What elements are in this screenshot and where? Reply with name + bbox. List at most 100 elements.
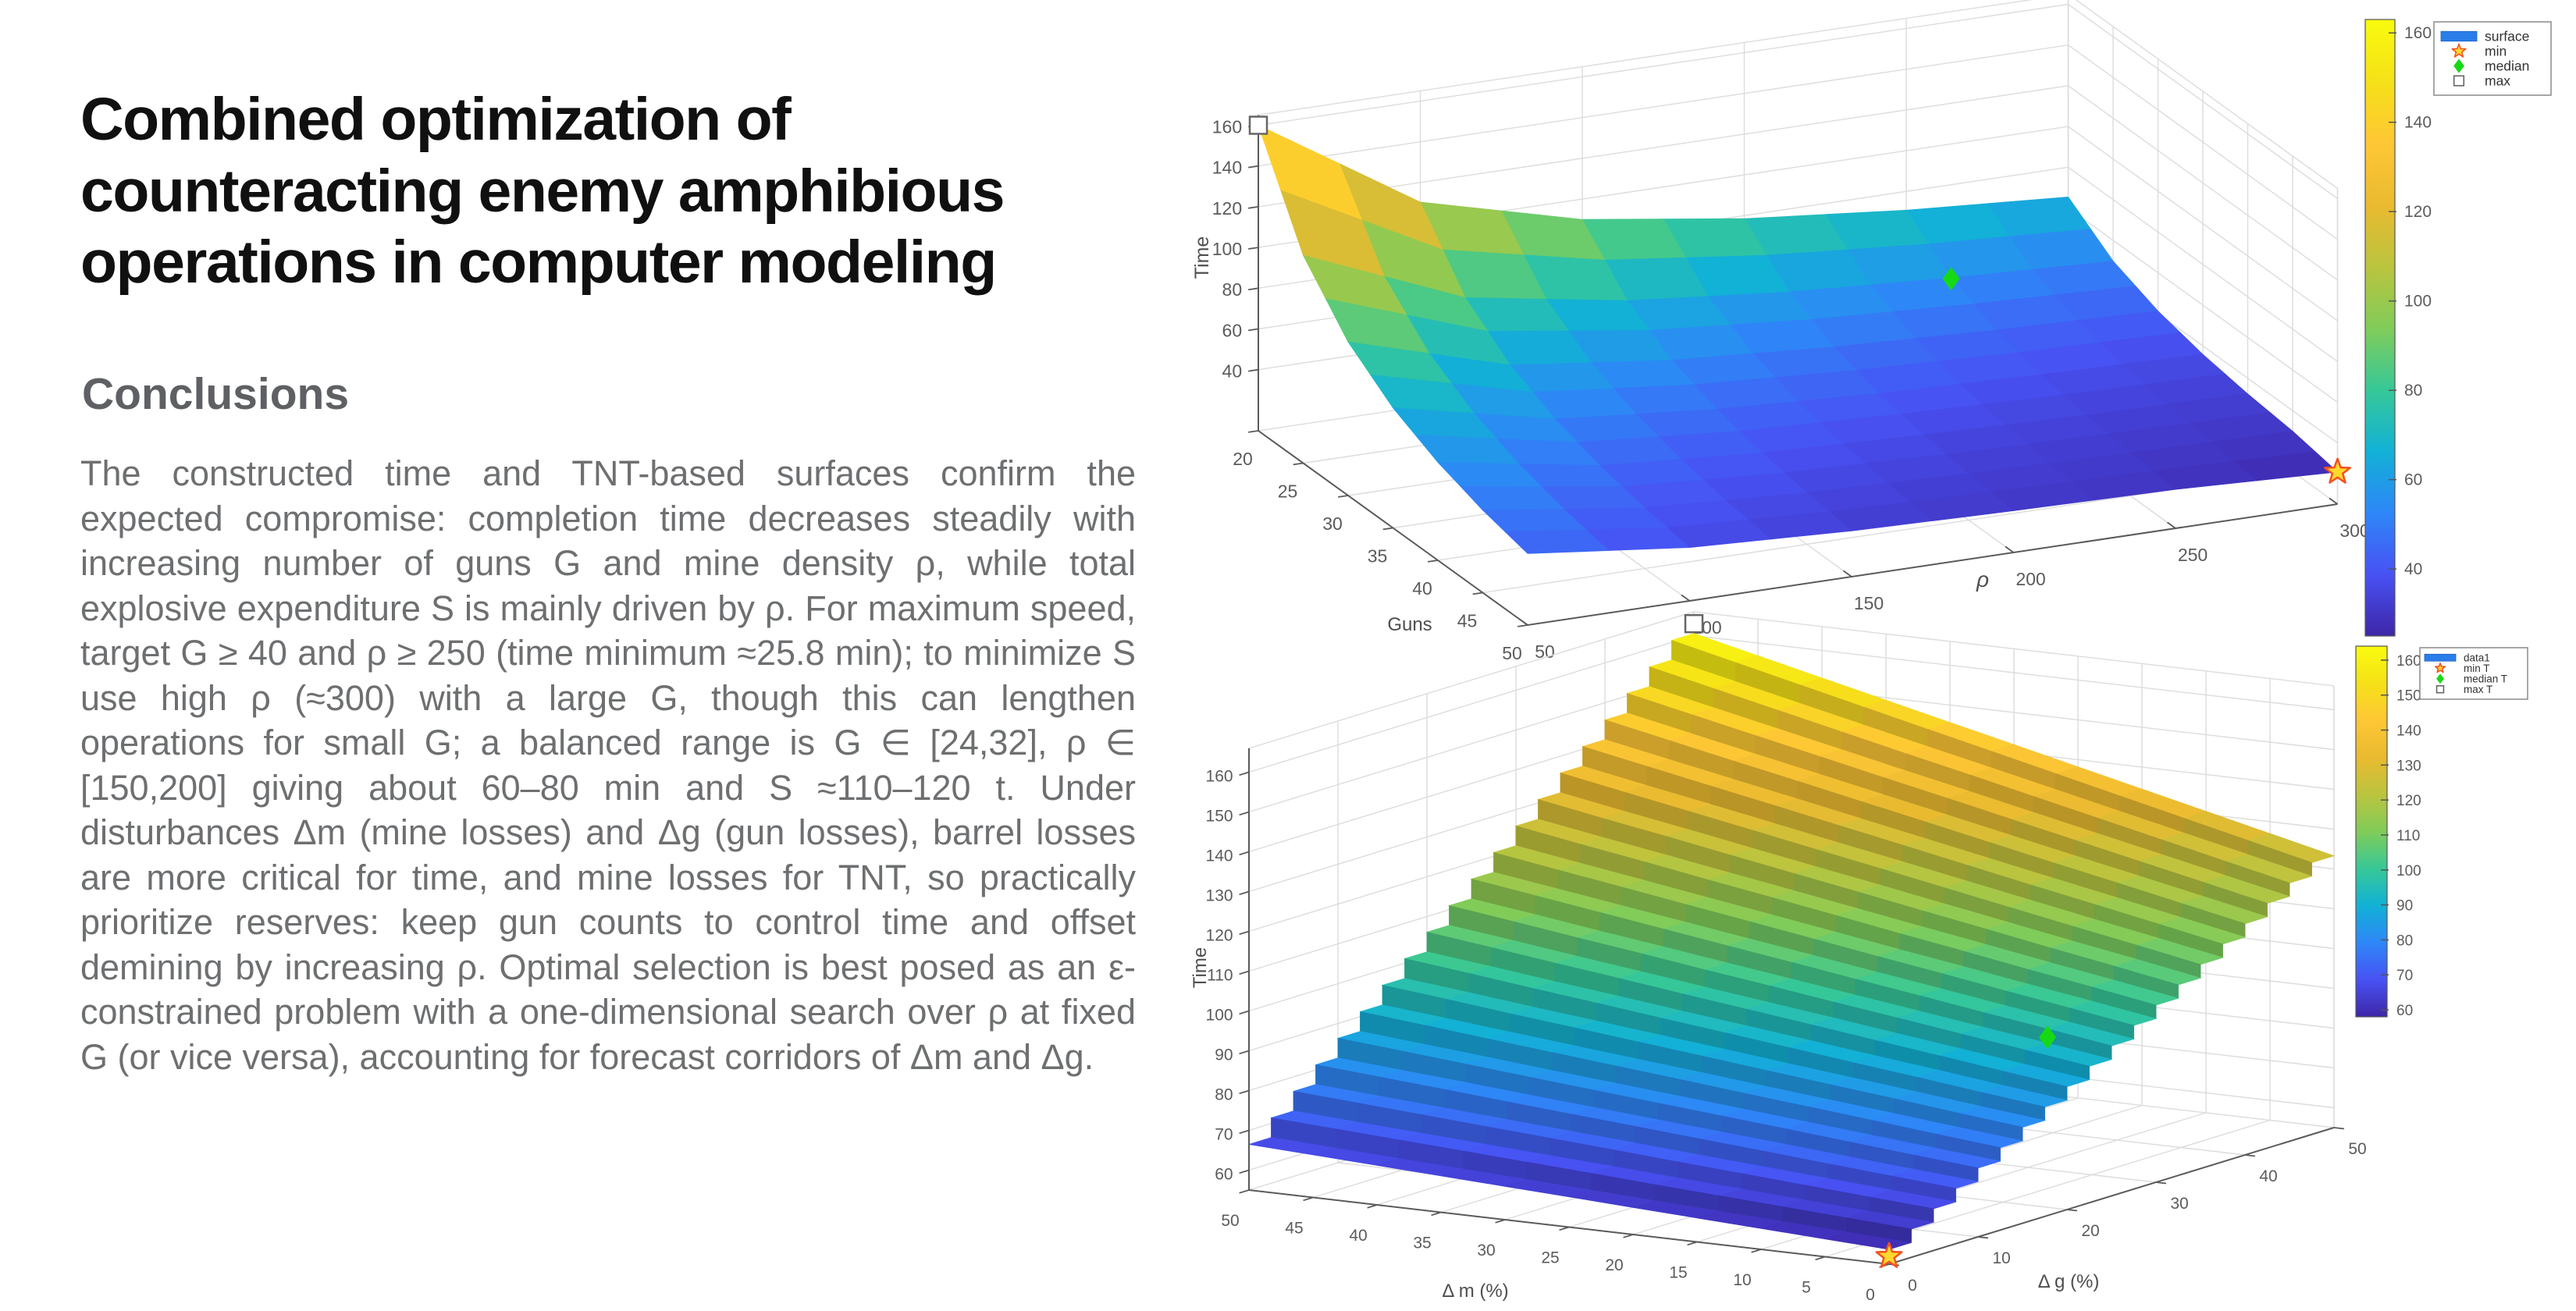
svg-text:15: 15 xyxy=(1669,1264,1687,1282)
svg-text:35: 35 xyxy=(1368,546,1388,567)
svg-text:40: 40 xyxy=(2404,560,2422,578)
svg-text:70: 70 xyxy=(2396,968,2413,984)
svg-text:median T: median T xyxy=(2464,673,2507,684)
svg-text:160: 160 xyxy=(2404,24,2432,42)
bottom-surface xyxy=(1248,633,2336,1250)
svg-text:40: 40 xyxy=(1222,361,1243,382)
svg-text:60: 60 xyxy=(2396,1003,2413,1019)
svg-text:median: median xyxy=(2485,59,2529,74)
svg-text:150: 150 xyxy=(1854,593,1884,613)
svg-text:10: 10 xyxy=(1992,1249,2010,1267)
svg-text:20: 20 xyxy=(2081,1222,2099,1240)
svg-text:50: 50 xyxy=(2348,1140,2366,1158)
svg-text:80: 80 xyxy=(1215,1085,1233,1103)
svg-text:140: 140 xyxy=(1212,158,1242,178)
bottom-legend-square-icon xyxy=(2435,684,2445,694)
svg-text:10: 10 xyxy=(1733,1271,1751,1289)
svg-text:0: 0 xyxy=(1866,1286,1875,1304)
svg-text:30: 30 xyxy=(1477,1242,1495,1259)
svg-text:max T: max T xyxy=(2464,684,2492,695)
svg-text:140: 140 xyxy=(1206,847,1233,865)
svg-text:100: 100 xyxy=(1206,1006,1233,1024)
svg-text:120: 120 xyxy=(1206,926,1233,944)
svg-text:25: 25 xyxy=(1541,1249,1559,1267)
svg-text:120: 120 xyxy=(2396,793,2421,809)
svg-text:140: 140 xyxy=(2396,723,2421,740)
svg-text:160: 160 xyxy=(1212,116,1242,137)
bottom-markers xyxy=(1684,613,2056,1268)
svg-text:70: 70 xyxy=(1215,1125,1233,1143)
svg-text:60: 60 xyxy=(1222,320,1243,340)
bottom-square-marker xyxy=(1684,613,1704,634)
svg-text:20: 20 xyxy=(1605,1256,1623,1274)
bottom-star-marker xyxy=(1875,1242,1903,1268)
svg-text:50: 50 xyxy=(1221,1212,1239,1230)
top-legend-patch-icon xyxy=(2440,30,2478,42)
svg-text:80: 80 xyxy=(2404,382,2422,400)
svg-text:Δ m (%): Δ m (%) xyxy=(1442,1281,1508,1302)
svg-text:200: 200 xyxy=(2016,569,2045,589)
top-chart: 40 60 80 100 120 140 160 20 25 30 35 40 45 50 50 100 150… xyxy=(1191,0,2552,663)
top-diamond-marker xyxy=(1942,267,1960,291)
svg-text:Guns: Guns xyxy=(1387,614,1432,635)
svg-text:Time: Time xyxy=(1191,236,1213,279)
svg-text:120: 120 xyxy=(2404,203,2432,221)
top-legend-star-icon xyxy=(2451,43,2467,58)
top-star-marker xyxy=(2324,457,2351,484)
bottom-diamond-marker xyxy=(2039,1025,2056,1050)
svg-text:surface: surface xyxy=(2485,29,2529,44)
svg-text:150: 150 xyxy=(1206,807,1233,825)
title-line-3: operations in computer modeling xyxy=(80,229,997,297)
svg-text:90: 90 xyxy=(1215,1046,1233,1064)
svg-text:max: max xyxy=(2485,73,2510,89)
svg-text:160: 160 xyxy=(1206,767,1233,785)
svg-text:150: 150 xyxy=(2396,688,2421,705)
svg-text:45: 45 xyxy=(1285,1220,1303,1238)
svg-text:80: 80 xyxy=(2396,933,2413,949)
svg-text:90: 90 xyxy=(2396,898,2413,915)
svg-text:80: 80 xyxy=(1222,279,1243,300)
svg-text:5: 5 xyxy=(1802,1279,1811,1297)
svg-text:Δ g (%): Δ g (%) xyxy=(2038,1271,2100,1292)
svg-text:60: 60 xyxy=(1215,1165,1233,1183)
svg-text:data1: data1 xyxy=(2464,652,2490,663)
page-title: Combined optimization of counteracting e… xyxy=(80,84,1158,299)
top-colorbar: 40 60 80 100 120 140 160 xyxy=(2364,19,2432,637)
svg-text:100: 100 xyxy=(1212,239,1242,259)
top-square-marker xyxy=(1248,115,1268,135)
svg-text:100: 100 xyxy=(2396,863,2421,879)
svg-text:110: 110 xyxy=(1207,966,1233,984)
svg-text:30: 30 xyxy=(2170,1195,2188,1213)
svg-text:50: 50 xyxy=(1502,643,1522,663)
svg-text:min: min xyxy=(2485,44,2507,59)
svg-text:25: 25 xyxy=(1278,481,1298,502)
bottom-colorbar: 60 70 80 90 100 110 120 130 140 150 160 xyxy=(2355,645,2421,1019)
svg-text:60: 60 xyxy=(2404,471,2422,489)
svg-text:0: 0 xyxy=(1908,1277,1917,1295)
svg-text:100: 100 xyxy=(2404,293,2432,311)
top-legend-diamond-icon xyxy=(2453,59,2464,73)
svg-text:30: 30 xyxy=(1322,513,1343,534)
svg-text:45: 45 xyxy=(1457,611,1478,631)
title-line-1: Combined optimization of xyxy=(80,86,792,153)
svg-text:Time: Time xyxy=(1190,947,1211,988)
bottom-legend-diamond-icon xyxy=(2436,673,2444,684)
svg-text:40: 40 xyxy=(1349,1227,1367,1245)
bottom-legend-patch-icon xyxy=(2424,653,2457,662)
conclusions-heading: Conclusions xyxy=(82,369,350,419)
svg-text:160: 160 xyxy=(2396,653,2421,670)
svg-text:110: 110 xyxy=(2396,828,2420,844)
svg-text:20: 20 xyxy=(1233,449,1253,469)
bottom-legend-star-icon xyxy=(2435,662,2446,673)
top-legend-square-icon xyxy=(2453,75,2465,87)
svg-text:40: 40 xyxy=(2259,1167,2277,1185)
svg-text:130: 130 xyxy=(1206,886,1233,904)
svg-text:40: 40 xyxy=(1412,578,1432,599)
svg-text:ρ: ρ xyxy=(1976,567,1989,592)
title-line-2: counteracting enemy amphibious xyxy=(80,157,1005,225)
